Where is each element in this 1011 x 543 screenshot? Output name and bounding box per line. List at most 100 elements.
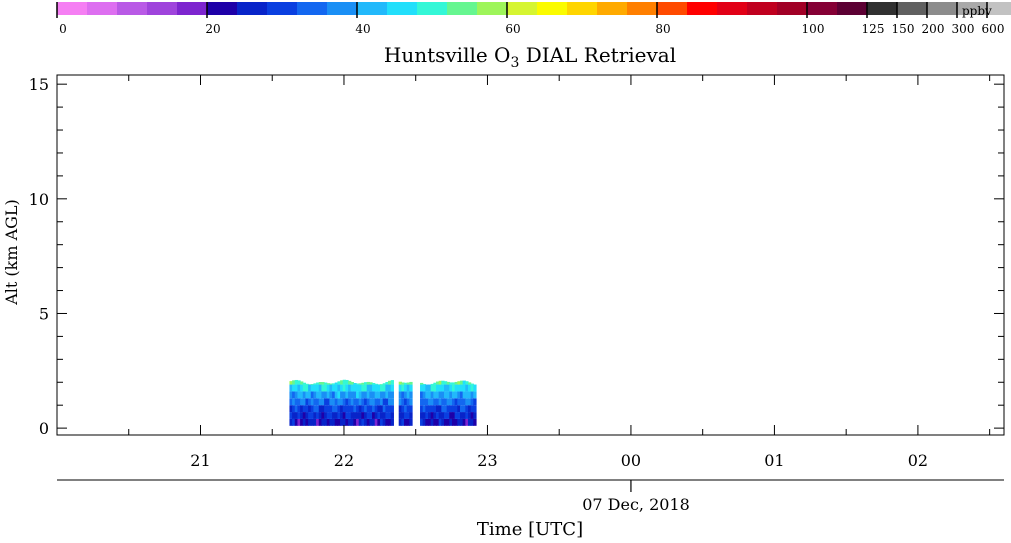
colorbar-swatch [717,2,747,15]
heatmap-cell [382,398,386,406]
heatmap-cell [457,412,461,419]
heatmap-cell [310,418,315,426]
heatmap-cell [390,412,394,419]
heatmap-cell [390,418,394,426]
heatmap-cell [305,384,309,392]
heatmap-cell [321,398,325,406]
heatmap-cell [462,405,466,413]
heatmap-cell [385,391,389,399]
colorbar-swatch [387,2,417,15]
colorbar-swatch [987,2,1011,15]
heatmap-cell [300,412,304,419]
heatmap-cell [465,381,469,385]
heatmap-cell [318,398,323,406]
heatmap-cell [289,405,293,413]
heatmap-cell [470,418,474,426]
heatmap-cell [406,398,410,406]
heatmap-cell [350,384,354,392]
colorbar-swatch [327,2,357,15]
heatmap-cell [420,398,424,406]
heatmap-cell [326,412,331,419]
heatmap-cell [334,418,339,426]
heatmap-cell [454,405,458,413]
heatmap-cell [385,381,389,385]
heatmap-cell [470,383,474,385]
heatmap-cell [404,412,408,419]
heatmap-cell [334,412,339,419]
heatmap-cell [337,398,341,406]
heatmap-cell [451,391,456,399]
heatmap-cell [348,412,352,419]
heatmap-cell [356,398,360,406]
heatmap-cell [337,384,341,392]
heatmap-cell [334,398,339,406]
heatmap-cell [308,412,312,419]
heatmap-cell [436,418,440,426]
heatmap-cell [369,398,373,406]
colorbar-swatch [537,2,567,15]
heatmap-cell [297,380,301,385]
x-tick-label: 00 [621,451,641,470]
heatmap-cell [446,418,450,426]
date-label: 07 Dec, 2018 [582,495,690,514]
heatmap-cell [310,398,315,406]
heatmap-cell [369,384,373,392]
heatmap-cell [350,398,354,406]
colorbar-swatch [927,2,957,15]
heatmap-cell [390,405,394,413]
heatmap-cell [388,380,392,385]
heatmap-cell [345,391,349,399]
heatmap-cell [430,398,434,406]
heatmap-cell [430,418,434,426]
heatmap-cell [366,391,370,399]
heatmap-cell [356,384,360,392]
heatmap-cell [459,405,464,413]
heatmap-cell [348,405,352,413]
heatmap-cell [342,379,347,385]
heatmap-cell [324,391,328,399]
heatmap-cell [390,380,394,385]
heatmap-cell [430,412,434,419]
heatmap-cell [358,384,362,392]
heatmap-cell [374,412,378,419]
heatmap-cell [390,398,394,406]
heatmap-cell [302,384,307,392]
heatmap-cell [436,391,440,399]
heatmap-cell [300,418,304,426]
heatmap-cell [308,405,312,413]
heatmap-cell [428,384,432,392]
heatmap-cell [316,391,320,399]
heatmap-cell [388,412,392,419]
colorbar-unit-label: ppbv [962,4,992,18]
heatmap-cell [404,382,408,385]
heatmap-cell [348,418,352,426]
heatmap-cell [380,384,384,392]
heatmap-cell [342,398,347,406]
heatmap-cell [358,412,362,419]
heatmap-cell [340,391,344,399]
heatmap-cell [459,380,464,385]
heatmap-cell [324,382,328,385]
heatmap-cell [377,391,381,399]
heatmap-cell [366,412,370,419]
colorbar-tick-label: 150 [892,22,915,36]
heatmap-cell [436,398,440,406]
heatmap-cell [313,398,317,406]
heatmap-cell [305,412,309,419]
heatmap-cell [388,398,392,406]
heatmap-cell [337,391,341,399]
heatmap-cell [342,405,347,413]
heatmap-cell [457,418,461,426]
heatmap-cell [401,412,405,419]
heatmap-cell [401,405,405,413]
heatmap-cell [321,384,325,392]
heatmap-cell [321,418,325,426]
heatmap-cell [369,405,373,413]
heatmap-cell [428,391,432,399]
heatmap-cell [451,384,456,392]
heatmap-cell [420,405,424,413]
colorbar-swatch [777,2,807,15]
heatmap-cell [372,398,376,406]
heatmap-cell [428,405,432,413]
heatmap-cell [441,391,445,399]
